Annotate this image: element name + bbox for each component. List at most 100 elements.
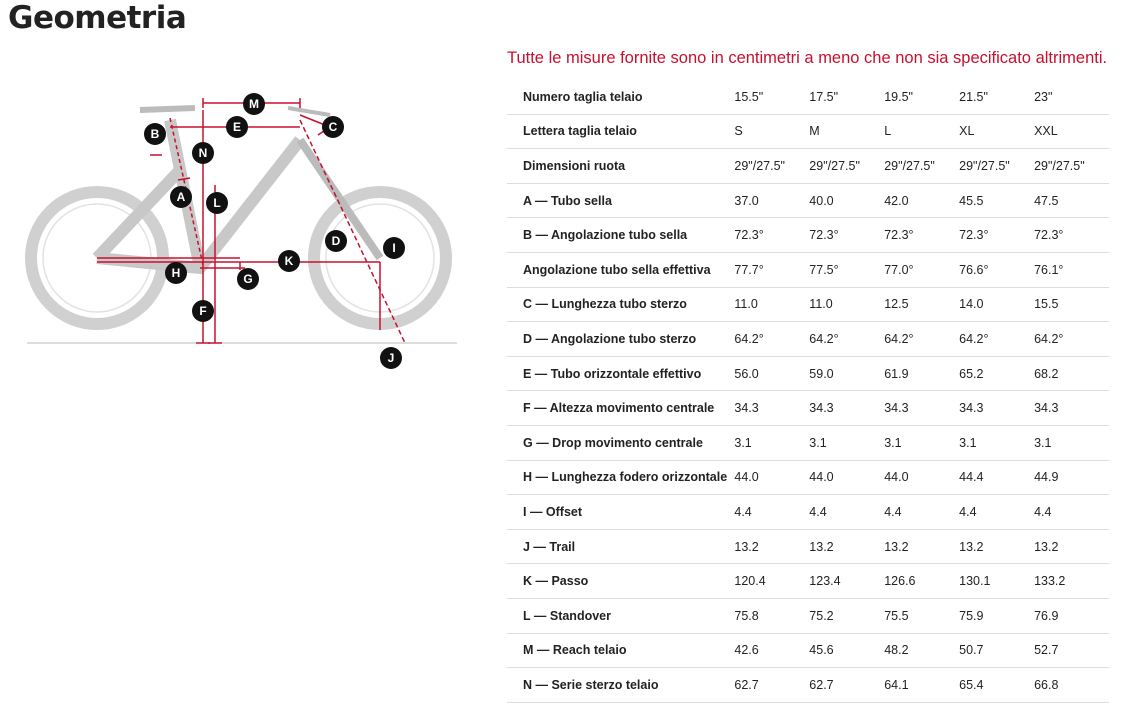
cell: 64.2°	[959, 321, 1035, 357]
cell: 44.0	[734, 460, 810, 496]
cell: 72.3°	[959, 217, 1035, 253]
cell: 133.2	[1034, 563, 1109, 599]
cell: 42.6	[734, 633, 810, 669]
cell: 44.0	[809, 460, 885, 496]
cell: 64.2°	[809, 321, 885, 357]
cell: 65.4	[959, 667, 1035, 703]
cell: S	[734, 114, 810, 150]
cell: 19.5"	[884, 80, 960, 115]
cell: 4.4	[959, 494, 1035, 530]
table-row: N — Serie sterzo telaio 62.7 62.7 64.1 65.4 6…	[507, 667, 1109, 703]
cell: 13.2	[734, 529, 810, 565]
cell: 29"/27.5"	[884, 148, 960, 184]
badge-label: F	[199, 304, 206, 318]
badge	[192, 300, 214, 322]
cell: 29"/27.5"	[809, 148, 885, 184]
table-row: B — Angolazione tubo sella 72.3° 72.3° 72.3…	[507, 217, 1109, 253]
cell: XXL	[1034, 114, 1109, 150]
cell: 13.2	[809, 529, 885, 565]
row-label: I — Offset	[507, 494, 735, 530]
cell: 3.1	[734, 425, 810, 461]
cell: 14.0	[959, 287, 1035, 323]
cell: 64.2°	[734, 321, 810, 357]
badge-label: K	[285, 254, 294, 268]
cell: 126.6	[884, 563, 960, 599]
cell: 21.5"	[959, 80, 1035, 115]
cell: 4.4	[1034, 494, 1109, 530]
badge	[165, 262, 187, 284]
table-row: Dimensioni ruota 29"/27.5" 29"/27.5" 29"/27…	[507, 148, 1109, 184]
row-label: K — Passo	[507, 563, 735, 599]
cell: 77.0°	[884, 252, 960, 288]
cell: 64.1	[884, 667, 960, 703]
badge-label: A	[177, 190, 186, 204]
badge	[192, 142, 214, 164]
badge	[206, 192, 228, 214]
cell: 17.5"	[809, 80, 885, 115]
cell: 66.8	[1034, 667, 1109, 703]
cell: 64.2°	[1034, 321, 1109, 357]
cell: 123.4	[809, 563, 885, 599]
table-row: C — Lunghezza tubo sterzo 11.0 11.0 12.5 14.…	[507, 287, 1109, 323]
cell: 75.5	[884, 598, 960, 634]
cell: 4.4	[884, 494, 960, 530]
badge-label: M	[249, 97, 259, 111]
cell: XL	[959, 114, 1035, 150]
cell: 13.2	[1034, 529, 1109, 565]
cell: 34.3	[1034, 390, 1109, 426]
cell: 61.9	[884, 356, 960, 392]
cell: 77.5°	[809, 252, 885, 288]
cell: 37.0	[734, 183, 810, 219]
badge-label: I	[392, 241, 395, 255]
cell: 72.3°	[734, 217, 810, 253]
badge	[322, 116, 344, 138]
cell: 11.0	[734, 287, 810, 323]
table-row: L — Standover 75.8 75.2 75.5 75.9 76.9	[507, 598, 1109, 634]
row-label: H — Lunghezza fodero orizzontale	[507, 460, 735, 496]
cell: 62.7	[809, 667, 885, 703]
cell: 120.4	[734, 563, 810, 599]
bike-diagram: ME C B N A L D I K H G F J	[25, 93, 457, 369]
cell: 13.2	[959, 529, 1035, 565]
badge	[380, 347, 402, 369]
badge-label: H	[172, 266, 181, 280]
badge-label: B	[151, 127, 160, 141]
badge	[237, 268, 259, 290]
cell: 76.6°	[959, 252, 1035, 288]
cell: 65.2	[959, 356, 1035, 392]
row-label: F — Altezza movimento centrale	[507, 390, 735, 426]
row-label: Angolazione tubo sella effettiva	[507, 252, 735, 288]
cell: 75.2	[809, 598, 885, 634]
row-label: D — Angolazione tubo sterzo	[507, 321, 735, 357]
cell: M	[809, 114, 885, 150]
cell: 48.2	[884, 633, 960, 669]
row-label: C — Lunghezza tubo sterzo	[507, 287, 735, 323]
cell: 11.0	[809, 287, 885, 323]
cell: 77.7°	[734, 252, 810, 288]
badge	[243, 93, 265, 115]
row-label: J — Trail	[507, 529, 735, 565]
table-row: D — Angolazione tubo sterzo 64.2° 64.2° 64.…	[507, 321, 1109, 357]
row-label: E — Tubo orizzontale effettivo	[507, 356, 735, 392]
badge-label: C	[329, 120, 338, 134]
cell: 34.3	[809, 390, 885, 426]
cell: 42.0	[884, 183, 960, 219]
table-row: A — Tubo sella 37.0 40.0 42.0 45.5 47.5	[507, 183, 1109, 219]
table-row: J — Trail 13.2 13.2 13.2 13.2 13.2	[507, 529, 1109, 565]
cell: 75.8	[734, 598, 810, 634]
cell: 29"/27.5"	[959, 148, 1035, 184]
table-row: I — Offset 4.4 4.4 4.4 4.4 4.4	[507, 494, 1109, 530]
row-label: B — Angolazione tubo sella	[507, 217, 735, 253]
cell: 68.2	[1034, 356, 1109, 392]
cell: 3.1	[884, 425, 960, 461]
cell: 72.3°	[884, 217, 960, 253]
table-row: Angolazione tubo sella effettiva 77.7° 77.…	[507, 252, 1109, 288]
table-row: Lettera taglia telaio S M L XL XXL	[507, 114, 1109, 150]
table-row: E — Tubo orizzontale effettivo 56.0 59.0 61…	[507, 356, 1109, 392]
row-label: G — Drop movimento centrale	[507, 425, 735, 461]
cell: 44.9	[1034, 460, 1109, 496]
badge-label: E	[233, 120, 241, 134]
badge-label: G	[243, 272, 252, 286]
cell: L	[884, 114, 960, 150]
cell: 47.5	[1034, 183, 1109, 219]
